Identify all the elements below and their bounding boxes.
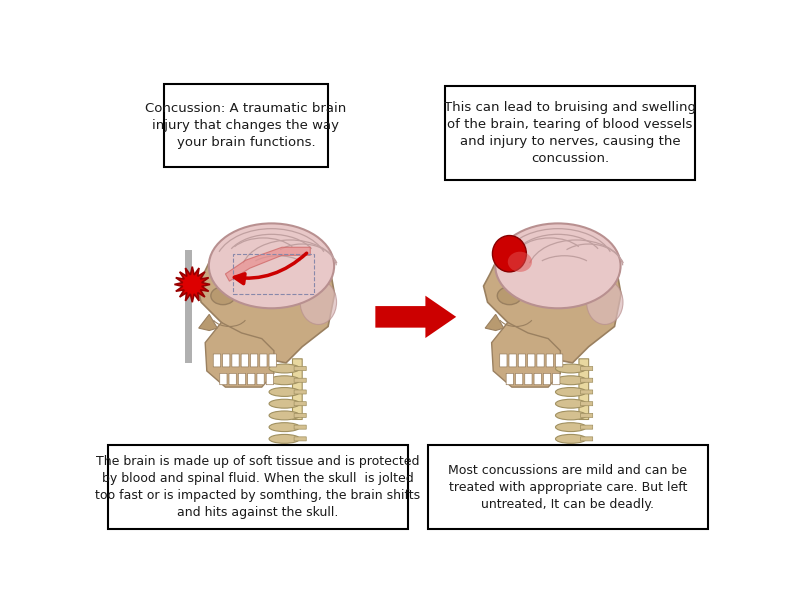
FancyBboxPatch shape	[241, 354, 249, 367]
FancyBboxPatch shape	[518, 354, 526, 367]
Polygon shape	[485, 314, 504, 331]
FancyBboxPatch shape	[294, 401, 306, 406]
Ellipse shape	[508, 251, 532, 272]
FancyBboxPatch shape	[446, 86, 695, 180]
Ellipse shape	[269, 399, 300, 408]
FancyBboxPatch shape	[294, 437, 306, 441]
FancyBboxPatch shape	[248, 373, 255, 385]
Ellipse shape	[555, 422, 586, 431]
FancyBboxPatch shape	[266, 373, 274, 385]
FancyBboxPatch shape	[108, 445, 408, 529]
Polygon shape	[205, 322, 274, 387]
Ellipse shape	[269, 364, 300, 373]
Polygon shape	[226, 247, 310, 281]
Text: This can lead to bruising and swelling
of the brain, tearing of blood vessels
an: This can lead to bruising and swelling o…	[444, 101, 696, 165]
FancyBboxPatch shape	[546, 354, 554, 367]
Ellipse shape	[269, 388, 300, 397]
Text: The brain is made up of soft tissue and is protected
by blood and spinal fluid. : The brain is made up of soft tissue and …	[95, 455, 421, 520]
Ellipse shape	[211, 287, 235, 305]
FancyBboxPatch shape	[543, 373, 550, 385]
FancyBboxPatch shape	[428, 445, 708, 529]
FancyBboxPatch shape	[214, 354, 221, 367]
FancyBboxPatch shape	[222, 354, 230, 367]
FancyBboxPatch shape	[581, 437, 593, 441]
Ellipse shape	[555, 399, 586, 408]
FancyBboxPatch shape	[163, 83, 328, 167]
FancyBboxPatch shape	[232, 354, 239, 367]
FancyBboxPatch shape	[238, 373, 246, 385]
FancyBboxPatch shape	[509, 354, 516, 367]
Ellipse shape	[269, 411, 300, 420]
FancyBboxPatch shape	[581, 413, 593, 418]
FancyBboxPatch shape	[229, 373, 236, 385]
Ellipse shape	[498, 287, 522, 305]
Ellipse shape	[269, 434, 300, 443]
FancyBboxPatch shape	[260, 354, 267, 367]
Ellipse shape	[495, 223, 621, 308]
FancyBboxPatch shape	[257, 373, 264, 385]
FancyBboxPatch shape	[250, 354, 258, 367]
Text: Most concussions are mild and can be
treated with appropriate care. But left
unt: Most concussions are mild and can be tre…	[448, 464, 687, 511]
Polygon shape	[198, 314, 218, 331]
FancyBboxPatch shape	[294, 367, 306, 371]
FancyBboxPatch shape	[534, 373, 542, 385]
Ellipse shape	[269, 422, 300, 431]
Bar	[185, 250, 192, 363]
FancyBboxPatch shape	[527, 354, 535, 367]
FancyBboxPatch shape	[579, 359, 589, 419]
Text: Concussion: A traumatic brain
injury that changes the way
your brain functions.: Concussion: A traumatic brain injury tha…	[146, 102, 346, 149]
FancyBboxPatch shape	[581, 367, 593, 371]
Ellipse shape	[555, 364, 586, 373]
FancyBboxPatch shape	[294, 413, 306, 418]
FancyBboxPatch shape	[220, 373, 227, 385]
FancyBboxPatch shape	[553, 373, 560, 385]
FancyBboxPatch shape	[581, 425, 593, 429]
FancyBboxPatch shape	[294, 378, 306, 382]
FancyBboxPatch shape	[294, 390, 306, 394]
Polygon shape	[197, 229, 334, 363]
FancyBboxPatch shape	[581, 401, 593, 406]
Ellipse shape	[555, 376, 586, 385]
FancyBboxPatch shape	[506, 373, 514, 385]
FancyBboxPatch shape	[537, 354, 544, 367]
FancyBboxPatch shape	[269, 354, 276, 367]
Ellipse shape	[209, 223, 334, 308]
FancyBboxPatch shape	[515, 373, 522, 385]
FancyBboxPatch shape	[581, 378, 593, 382]
Ellipse shape	[493, 236, 526, 272]
Ellipse shape	[269, 376, 300, 385]
Ellipse shape	[555, 388, 586, 397]
Polygon shape	[492, 322, 560, 387]
FancyBboxPatch shape	[294, 425, 306, 429]
FancyBboxPatch shape	[500, 354, 507, 367]
FancyArrow shape	[375, 296, 456, 338]
Ellipse shape	[555, 411, 586, 420]
FancyBboxPatch shape	[293, 359, 302, 419]
Ellipse shape	[300, 280, 337, 325]
Polygon shape	[174, 266, 210, 302]
Ellipse shape	[586, 280, 623, 325]
FancyBboxPatch shape	[555, 354, 562, 367]
FancyBboxPatch shape	[581, 390, 593, 394]
Ellipse shape	[555, 434, 586, 443]
Polygon shape	[483, 229, 621, 363]
FancyBboxPatch shape	[525, 373, 532, 385]
